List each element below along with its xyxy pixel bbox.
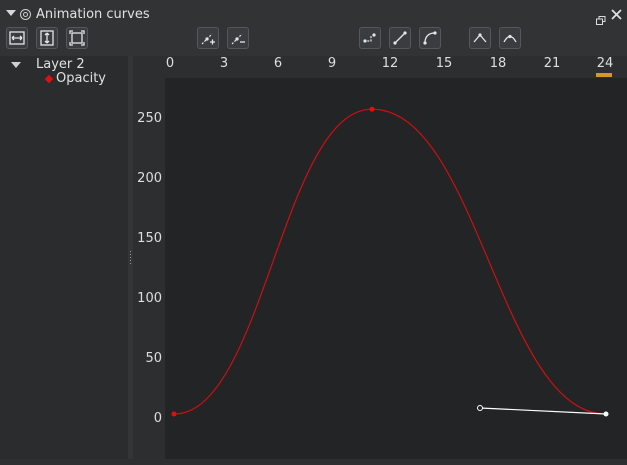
- splitter-handle[interactable]: [128, 56, 133, 459]
- panel-titlebar: Animation curves: [0, 4, 627, 26]
- close-icon[interactable]: [611, 9, 622, 20]
- frame-tick-label: 0: [165, 56, 175, 71]
- remove-keyframe-button[interactable]: [227, 27, 249, 49]
- layer-label[interactable]: Layer 2: [36, 57, 85, 72]
- channel-tree: Layer 2 Opacity: [0, 56, 128, 459]
- add-keyframe-button[interactable]: [197, 27, 219, 49]
- layer-expand-arrow-icon[interactable]: [11, 62, 21, 68]
- opacity-curve[interactable]: [173, 108, 607, 415]
- frame-tick-label: 18: [489, 56, 507, 71]
- fit-all-icon: [69, 30, 85, 46]
- value-tick-label: 150: [137, 231, 162, 246]
- smooth-tangent-icon: [503, 34, 517, 43]
- tangents-smooth-button[interactable]: [499, 27, 521, 49]
- frame-tick-label: 21: [543, 56, 561, 71]
- current-frame-marker[interactable]: [596, 73, 612, 77]
- tangent-handle[interactable]: [477, 405, 483, 411]
- zoom-horizontal-fit-button[interactable]: [6, 27, 28, 49]
- keyframe-selected[interactable]: [603, 411, 609, 417]
- keyframe[interactable]: [171, 411, 177, 417]
- frame-ruler[interactable]: 0 3 6 9 12 15 18 21 24: [133, 56, 627, 78]
- channel-color-icon: [44, 74, 54, 84]
- frame-tick-label: 24: [596, 56, 614, 71]
- bezier-interp-icon: [423, 31, 437, 45]
- constant-interp-icon: [363, 33, 376, 43]
- value-tick-label: 0: [153, 411, 162, 426]
- tangents-sharp-button[interactable]: [469, 27, 491, 49]
- collapse-arrow-icon[interactable]: [6, 10, 16, 16]
- interpolation-bezier-button[interactable]: [419, 27, 441, 49]
- panel-logo-icon: [20, 9, 31, 20]
- linear-interp-icon: [393, 31, 407, 45]
- bottom-border: [0, 459, 627, 465]
- curve-plot-area[interactable]: [165, 78, 627, 459]
- frame-tick-label: 3: [219, 56, 229, 71]
- fit-vertical-icon: [40, 30, 54, 46]
- splitter-grip-icon: [130, 251, 131, 265]
- zoom-vertical-fit-button[interactable]: [36, 27, 58, 49]
- frame-tick-label: 15: [435, 56, 453, 71]
- frame-tick-label: 9: [327, 56, 337, 71]
- panel-title: Animation curves: [36, 7, 150, 22]
- channel-opacity-label[interactable]: Opacity: [56, 71, 107, 86]
- add-key-icon: [201, 33, 215, 45]
- frame-tick-label: 6: [273, 56, 283, 71]
- interpolation-linear-button[interactable]: [389, 27, 411, 49]
- curve-canvas[interactable]: [165, 78, 627, 459]
- tangent-handle-line: [479, 407, 607, 415]
- value-tick-label: 250: [137, 111, 162, 126]
- value-tick-label: 200: [137, 171, 162, 186]
- curve-toolbar: [0, 26, 627, 52]
- value-tick-label: 100: [137, 291, 162, 306]
- interpolation-constant-button[interactable]: [359, 27, 381, 49]
- remove-key-icon: [231, 33, 245, 45]
- sharp-tangent-icon: [473, 33, 487, 43]
- frame-tick-label: 12: [381, 56, 399, 71]
- zoom-fit-all-button[interactable]: [66, 27, 88, 49]
- fit-horizontal-icon: [9, 31, 25, 45]
- value-ruler[interactable]: 250 200 150 100 50 0: [133, 78, 165, 459]
- keyframe[interactable]: [369, 106, 375, 112]
- value-tick-label: 50: [145, 351, 162, 366]
- float-window-icon[interactable]: [596, 10, 606, 25]
